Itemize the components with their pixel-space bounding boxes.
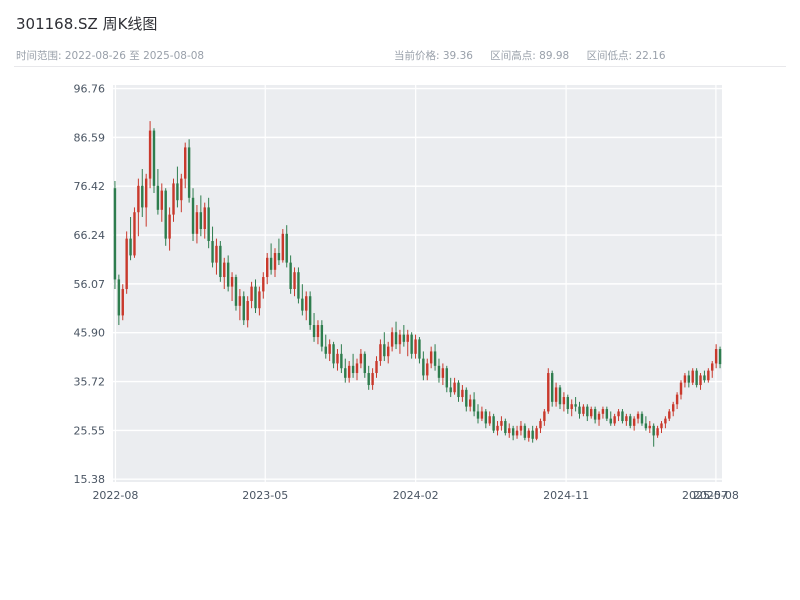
svg-text:2023-05: 2023-05 <box>242 489 288 502</box>
header-subrow: 时间范围: 2022-08-26 至 2025-08-08 当前价格: 39.3… <box>16 48 784 63</box>
svg-text:76.42: 76.42 <box>74 180 106 193</box>
page-title: 301168.SZ 周K线图 <box>16 15 158 33</box>
svg-text:96.76: 96.76 <box>74 83 106 96</box>
svg-text:15.38: 15.38 <box>74 473 106 486</box>
svg-text:45.90: 45.90 <box>74 327 106 340</box>
range-low-label: 区间低点: 22.16 <box>586 50 666 62</box>
svg-text:2024-02: 2024-02 <box>393 489 439 502</box>
svg-text:25.55: 25.55 <box>74 424 106 437</box>
svg-text:86.59: 86.59 <box>74 131 106 144</box>
svg-text:2025-07: 2025-07 <box>682 489 728 502</box>
svg-text:2024-11: 2024-11 <box>543 489 589 502</box>
header-divider <box>14 66 786 67</box>
price-stats: 当前价格: 39.36 区间高点: 89.98 区间低点: 22.16 <box>394 48 680 63</box>
svg-text:2022-08: 2022-08 <box>92 489 138 502</box>
svg-text:56.07: 56.07 <box>74 278 106 291</box>
svg-text:2025-08: 2025-08 <box>693 489 739 502</box>
current-price-label: 当前价格: 39.36 <box>394 50 473 62</box>
svg-text:66.24: 66.24 <box>74 229 106 242</box>
range-high-label: 区间高点: 89.98 <box>490 50 570 62</box>
time-range-label: 时间范围: 2022-08-26 至 2025-08-08 <box>16 50 205 62</box>
svg-text:35.72: 35.72 <box>74 376 106 389</box>
